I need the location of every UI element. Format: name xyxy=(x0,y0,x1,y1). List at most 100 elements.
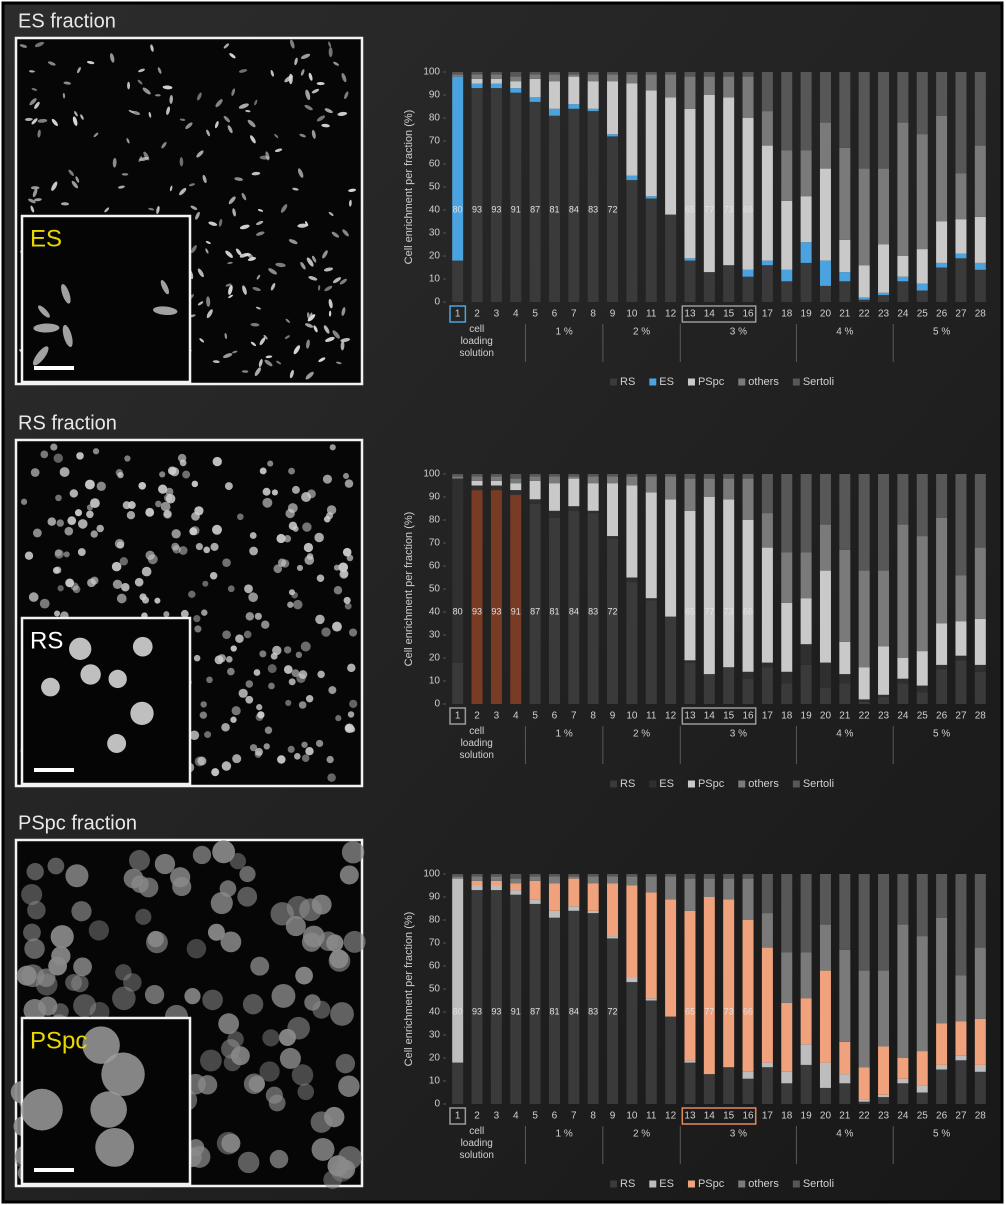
cell xyxy=(272,646,281,655)
bar-segment xyxy=(917,249,928,284)
bar-segment xyxy=(975,619,986,665)
bar-segment xyxy=(568,879,579,907)
x-tick-label: 1 xyxy=(455,1111,461,1122)
cell xyxy=(288,746,295,753)
bar-label: 81 xyxy=(549,204,559,214)
cell xyxy=(287,602,293,608)
cell xyxy=(317,671,324,678)
bar-label: 72 xyxy=(608,606,618,616)
bar-segment xyxy=(472,79,483,84)
bar-segment xyxy=(743,520,754,672)
cell xyxy=(255,751,262,758)
bar-segment xyxy=(626,874,637,876)
x-tick-label: 2 xyxy=(474,309,480,320)
bar-segment xyxy=(859,874,870,971)
cell xyxy=(326,512,333,519)
bar-segment xyxy=(781,201,792,270)
bar-segment xyxy=(820,474,831,525)
cell xyxy=(221,1134,240,1153)
bar-segment xyxy=(897,1058,908,1079)
bar-segment xyxy=(588,883,599,911)
bar-segment xyxy=(859,699,870,701)
group-label: 2 % xyxy=(633,729,650,740)
bar-segment xyxy=(917,134,928,249)
bar-segment xyxy=(955,219,966,254)
bar-segment xyxy=(801,1065,812,1104)
cell xyxy=(222,630,231,639)
bar-segment xyxy=(762,1067,773,1104)
bar-segment xyxy=(684,1063,695,1104)
bar-segment xyxy=(897,256,908,277)
bar-segment xyxy=(743,270,754,277)
group-label: 3 % xyxy=(730,1129,747,1140)
cell xyxy=(170,467,179,476)
cell xyxy=(285,700,291,706)
inset-cell xyxy=(95,1128,134,1167)
x-tick-label: 2 xyxy=(474,711,480,722)
cell xyxy=(120,557,128,565)
legend-label: PSpc xyxy=(698,1178,725,1190)
panel-title: PSpc fraction xyxy=(18,812,137,834)
bar-segment xyxy=(801,242,812,263)
cell xyxy=(71,582,79,590)
bar-segment xyxy=(646,1001,657,1105)
bar-segment xyxy=(646,196,657,198)
bar-segment xyxy=(472,881,483,886)
bar-segment xyxy=(704,1074,715,1104)
bar-segment xyxy=(762,667,773,704)
cell xyxy=(97,482,106,491)
x-tick-label: 20 xyxy=(820,309,832,320)
bar-segment xyxy=(917,686,928,693)
cell xyxy=(284,646,291,653)
bar-segment xyxy=(491,890,502,1104)
cell xyxy=(221,723,230,732)
bar-segment xyxy=(665,476,676,499)
bar-segment xyxy=(530,476,541,481)
y-axis-title: Cell enrichment per fraction (%) xyxy=(403,912,415,1067)
bar-segment xyxy=(820,663,831,688)
cell xyxy=(115,964,131,980)
group-label: 5 % xyxy=(933,1129,950,1140)
group-label: 1 % xyxy=(556,729,573,740)
bar-segment xyxy=(646,601,657,705)
x-tick-label: 7 xyxy=(571,1111,577,1122)
bar-segment xyxy=(801,196,812,242)
bar-segment xyxy=(510,495,521,704)
x-tick-label: 28 xyxy=(975,1111,987,1122)
bar-segment xyxy=(472,481,483,486)
cell xyxy=(36,974,58,996)
bar-segment xyxy=(568,104,579,109)
cell xyxy=(96,525,104,533)
bar-segment xyxy=(472,74,483,79)
cell xyxy=(292,1064,313,1085)
y-axis-title: Cell enrichment per fraction (%) xyxy=(403,110,415,265)
bar-segment xyxy=(452,74,463,76)
x-tick-label: 19 xyxy=(801,309,813,320)
group-label: 3 % xyxy=(730,327,747,338)
bar-segment xyxy=(955,975,966,1021)
bar-segment xyxy=(723,97,734,265)
cell xyxy=(135,578,144,587)
bar-segment xyxy=(530,899,541,904)
bar-segment xyxy=(684,660,695,662)
bar-segment xyxy=(762,948,773,1063)
bar-segment xyxy=(530,72,541,74)
bar-segment xyxy=(626,978,637,983)
bar-segment xyxy=(510,479,521,484)
bar-segment xyxy=(878,1047,889,1095)
legend-swatch xyxy=(738,1181,745,1188)
y-tick-label: 10 xyxy=(429,676,441,687)
y-tick-label: 90 xyxy=(429,90,441,101)
cell xyxy=(121,583,130,592)
scale-bar xyxy=(34,768,74,772)
bar-segment xyxy=(626,176,637,181)
cell xyxy=(343,548,352,557)
bar-segment xyxy=(588,511,599,513)
bar-segment xyxy=(897,123,908,256)
bar-segment xyxy=(955,173,966,219)
bar-segment xyxy=(878,295,889,302)
group-label: 1 % xyxy=(556,1129,573,1140)
bar-segment xyxy=(897,683,908,704)
cell xyxy=(289,589,295,595)
bar-segment xyxy=(839,281,850,302)
